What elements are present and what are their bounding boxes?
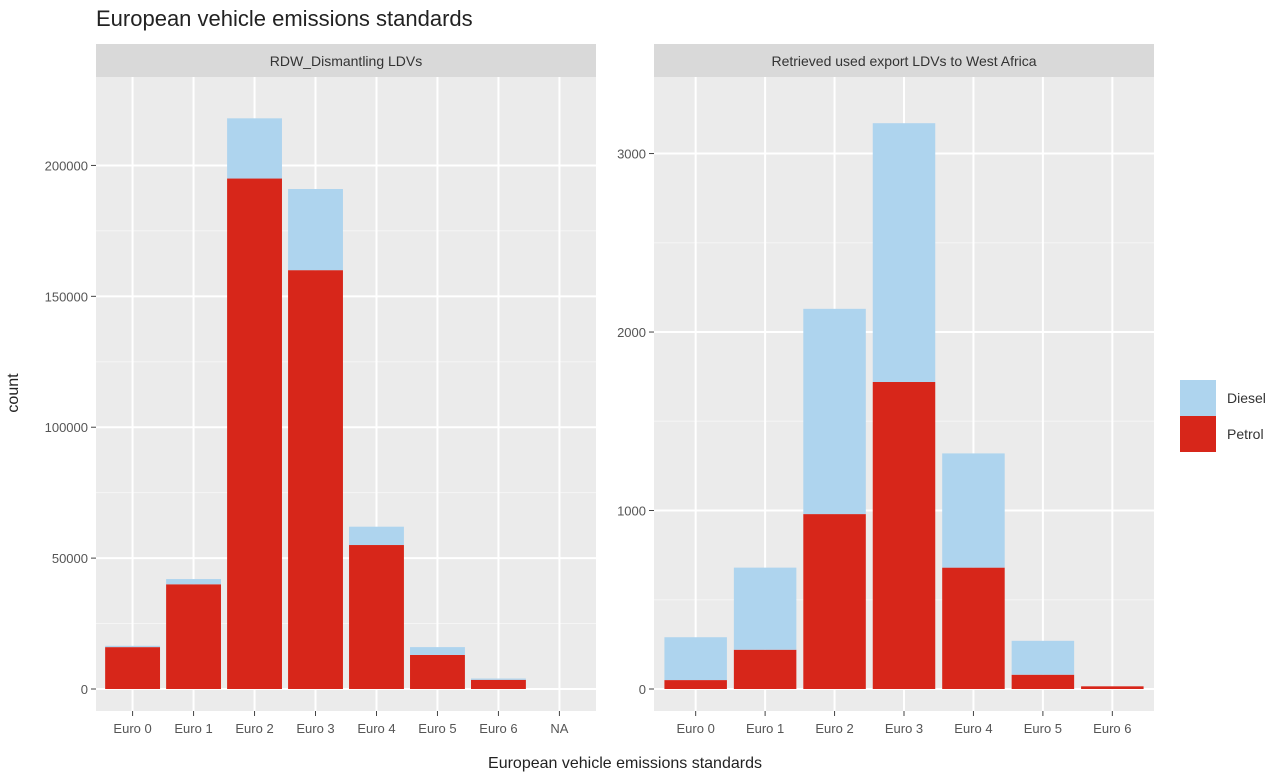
bar-petrol-euro-4 xyxy=(942,567,1005,689)
y-tick-label: 1000 xyxy=(617,504,646,519)
x-tick-label: Euro 1 xyxy=(174,721,212,736)
bar-petrol-euro-6 xyxy=(1081,686,1144,689)
bar-diesel-euro-0 xyxy=(664,637,727,681)
x-tick-label: Euro 1 xyxy=(746,721,784,736)
bar-petrol-euro-4 xyxy=(349,545,404,689)
bar-diesel-euro-6 xyxy=(471,678,526,680)
bar-petrol-euro-0 xyxy=(105,647,161,689)
y-tick-label: 2000 xyxy=(617,325,646,340)
bar-diesel-euro-4 xyxy=(942,453,1005,568)
x-tick-label: Euro 6 xyxy=(1093,721,1131,736)
bar-diesel-euro-3 xyxy=(288,189,343,271)
bar-petrol-euro-5 xyxy=(1011,674,1075,689)
x-tick-label: Euro 2 xyxy=(235,721,273,736)
bar-diesel-euro-4 xyxy=(349,526,404,546)
bar-petrol-euro-1 xyxy=(733,649,797,689)
panel-2-bars xyxy=(664,123,1144,689)
bar-petrol-euro-0 xyxy=(664,680,727,689)
bar-petrol-euro-3 xyxy=(288,270,343,689)
panel-1-strip-label: RDW_Dismantling LDVs xyxy=(270,53,422,69)
x-tick-label: Euro 0 xyxy=(677,721,715,736)
y-tick-label: 200000 xyxy=(45,158,88,173)
x-axis-title: European vehicle emissions standards xyxy=(488,755,762,772)
bar-petrol-euro-2 xyxy=(803,514,866,689)
bar-petrol-euro-6 xyxy=(471,679,526,689)
x-tick-label: Euro 3 xyxy=(885,721,923,736)
x-tick-label: Euro 4 xyxy=(357,721,395,736)
panel-2-x-ticks: Euro 0 Euro 1 Euro 2 Euro 3 Euro 4 Euro 5 Euro… xyxy=(677,711,1131,736)
legend: Diesel Petrol xyxy=(1180,380,1266,452)
bar-diesel-euro-3 xyxy=(872,123,936,383)
panel-1-strip xyxy=(96,44,596,77)
bar-diesel-euro-5 xyxy=(410,647,465,655)
panel-1-bars xyxy=(105,118,526,690)
x-tick-label: NA xyxy=(550,721,568,736)
x-tick-label: Euro 2 xyxy=(815,721,853,736)
x-tick-label: Euro 4 xyxy=(954,721,992,736)
chart-title: European vehicle emissions standards xyxy=(96,6,473,31)
x-tick-label: Euro 5 xyxy=(1024,721,1062,736)
x-tick-label: Euro 5 xyxy=(418,721,456,736)
bar-petrol-euro-1 xyxy=(166,584,221,689)
x-tick-label: Euro 3 xyxy=(296,721,334,736)
bar-petrol-euro-2 xyxy=(227,178,282,690)
bar-petrol-euro-3 xyxy=(872,382,936,689)
bar-diesel-euro-1 xyxy=(166,579,221,585)
y-tick-label: 100000 xyxy=(45,420,88,435)
y-axis-title: count xyxy=(5,373,22,413)
legend-key-petrol xyxy=(1180,416,1216,452)
bar-diesel-euro-2 xyxy=(227,118,282,179)
legend-label-petrol: Petrol xyxy=(1227,426,1264,442)
panel-2-y-ticks: 0 1000 2000 3000 xyxy=(617,147,654,697)
y-tick-label: 0 xyxy=(639,682,646,697)
y-tick-label: 150000 xyxy=(45,289,88,304)
bar-diesel-euro-5 xyxy=(1011,640,1075,675)
panel-2-strip xyxy=(654,44,1154,77)
panel-2-strip-label: Retrieved used export LDVs to West Afric… xyxy=(771,53,1036,69)
y-tick-label: 0 xyxy=(81,682,88,697)
panel-1-y-ticks: 0 50000 100000 150000 200000 xyxy=(45,158,96,697)
y-tick-label: 50000 xyxy=(52,551,88,566)
legend-key-diesel xyxy=(1180,380,1216,416)
bar-petrol-euro-5 xyxy=(410,654,465,689)
bar-diesel-euro-0 xyxy=(105,645,161,648)
x-tick-label: Euro 6 xyxy=(479,721,517,736)
bar-diesel-euro-1 xyxy=(733,567,797,650)
x-tick-label: Euro 0 xyxy=(113,721,151,736)
bar-diesel-euro-2 xyxy=(803,308,866,515)
legend-label-diesel: Diesel xyxy=(1227,390,1266,406)
panel-1-x-ticks: Euro 0 Euro 1 Euro 2 Euro 3 Euro 4 Euro 5 Euro… xyxy=(113,711,569,736)
y-tick-label: 3000 xyxy=(617,147,646,162)
